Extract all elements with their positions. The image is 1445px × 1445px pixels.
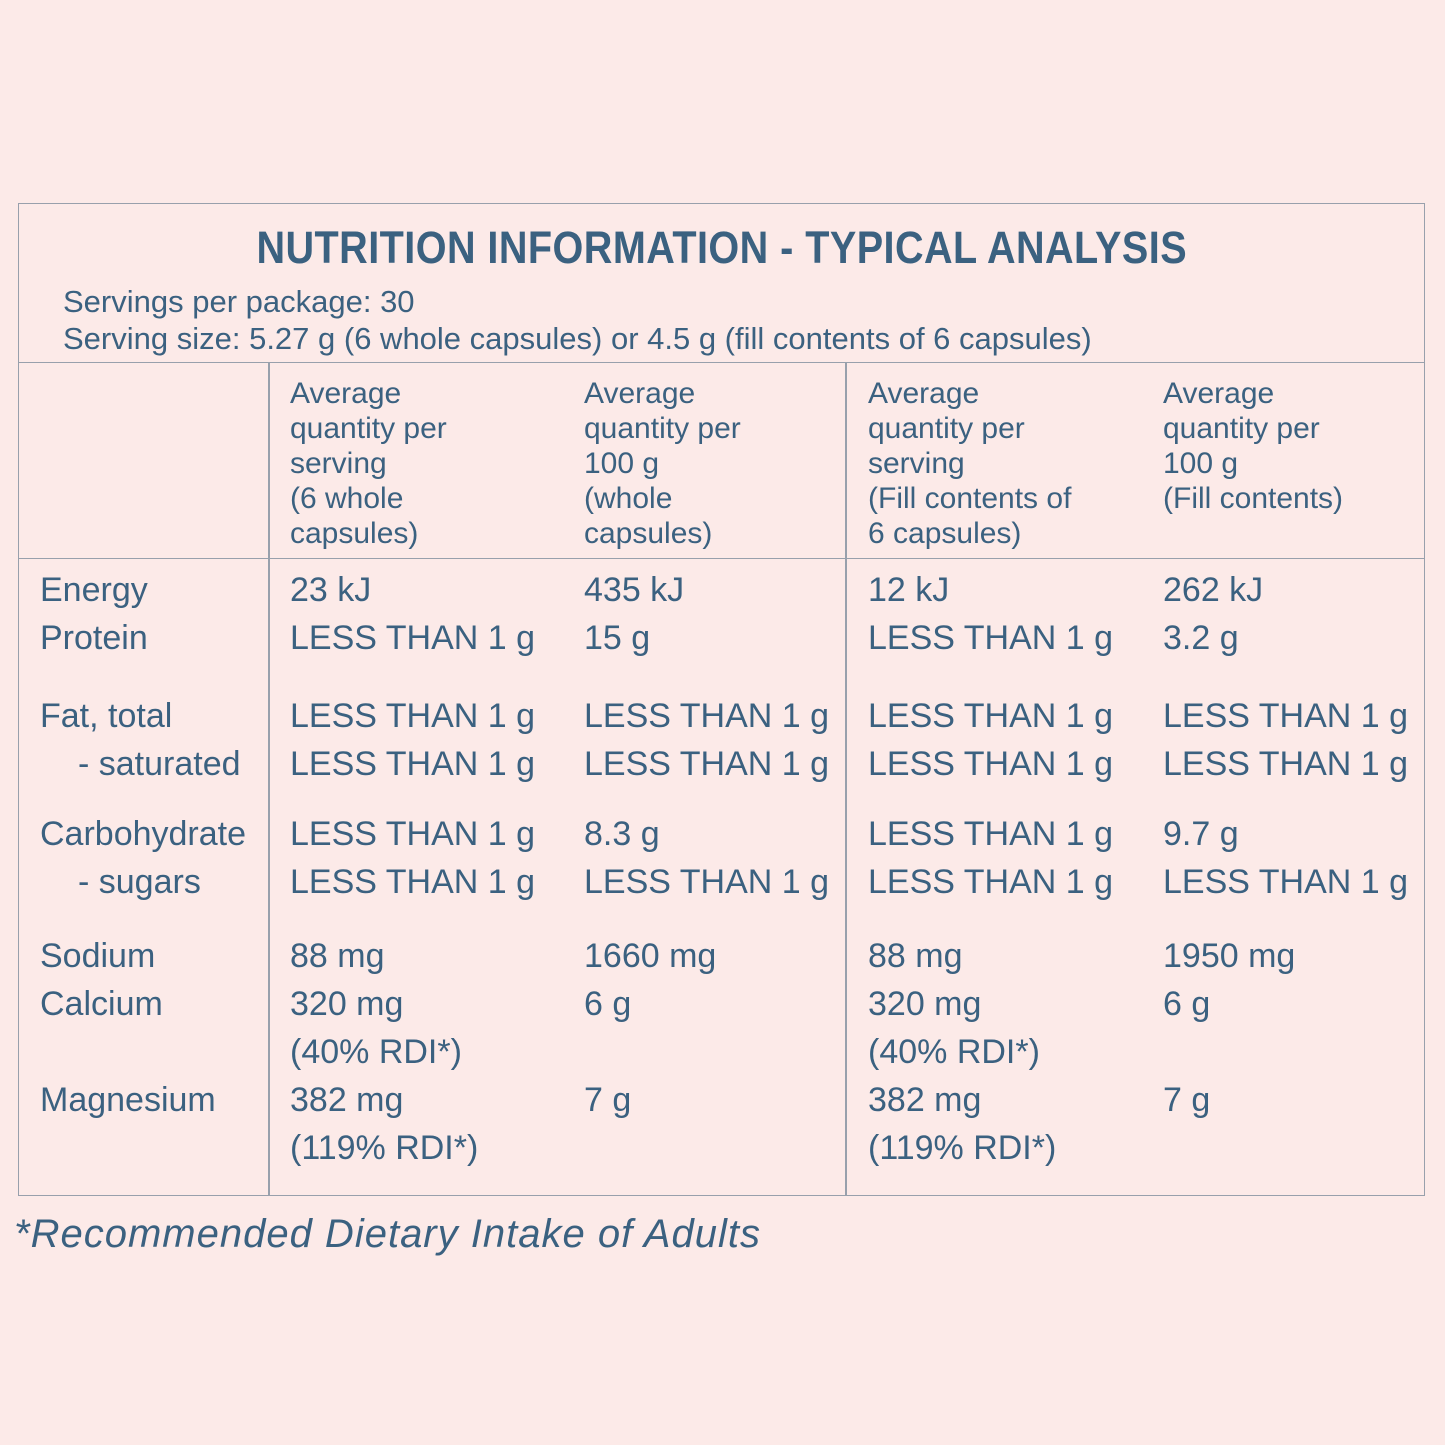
table-row-magnesium: Magnesium 382 mg (119% RDI*) 7 g 382 mg …: [19, 1076, 1424, 1172]
row-value: LESS THAN 1 g: [868, 697, 1114, 735]
row-spacer: [19, 906, 1424, 932]
row-value: 6 g: [1163, 985, 1211, 1023]
row-value: 15 g: [584, 619, 651, 657]
row-value: LESS THAN 1 g: [290, 697, 536, 735]
row-value: LESS THAN 1 g: [290, 863, 536, 901]
panel-intro: NUTRITION INFORMATION - TYPICAL ANALYSIS…: [19, 204, 1424, 362]
table-row-calcium: Calcium 320 mg (40% RDI*) 6 g 320 mg (40…: [19, 980, 1424, 1076]
row-label: Calcium: [40, 985, 163, 1023]
row-value: 320 mg (40% RDI*): [290, 985, 462, 1071]
table-row-energy: Energy 23 kJ 435 kJ 12 kJ 262 kJ: [19, 566, 1424, 614]
rdi-footnote: *Recommended Dietary Intake of Adults: [14, 1212, 761, 1256]
row-label: - sugars: [78, 863, 201, 901]
row-value: 88 mg: [868, 937, 963, 975]
row-value: 382 mg (119% RDI*): [868, 1081, 1057, 1167]
row-value: 7 g: [584, 1081, 632, 1119]
table-row-sugars: - sugars LESS THAN 1 g LESS THAN 1 g LES…: [19, 858, 1424, 906]
row-value: 88 mg: [290, 937, 385, 975]
row-value: LESS THAN 1 g: [1163, 697, 1409, 735]
row-label: - saturated: [78, 745, 241, 783]
table-row-sodium: Sodium 88 mg 1660 mg 88 mg 1950 mg: [19, 932, 1424, 980]
row-value: LESS THAN 1 g: [290, 815, 536, 853]
table-row-carbohydrate: Carbohydrate LESS THAN 1 g 8.3 g LESS TH…: [19, 810, 1424, 858]
row-value: 262 kJ: [1163, 571, 1264, 609]
row-value: LESS THAN 1 g: [584, 697, 830, 735]
table-row-protein: Protein LESS THAN 1 g 15 g LESS THAN 1 g…: [19, 614, 1424, 662]
row-label: Magnesium: [40, 1081, 216, 1119]
table-row-saturated: - saturated LESS THAN 1 g LESS THAN 1 g …: [19, 740, 1424, 788]
row-label: Sodium: [40, 937, 156, 975]
row-value: 6 g: [584, 985, 632, 1023]
row-value: LESS THAN 1 g: [1163, 863, 1409, 901]
row-value: 3.2 g: [1163, 619, 1239, 657]
header-per-100g-whole: Average quantity per 100 g (whole capsul…: [584, 377, 741, 550]
header-per-serving-whole: Average quantity per serving (6 whole ca…: [290, 377, 447, 550]
table-body: Energy 23 kJ 435 kJ 12 kJ 262 kJ Protein…: [19, 558, 1424, 1195]
row-label: Energy: [40, 571, 148, 609]
row-value: 12 kJ: [868, 571, 950, 609]
row-spacer: [19, 788, 1424, 810]
column-divider-middle: [845, 362, 847, 1195]
row-value: 7 g: [1163, 1081, 1211, 1119]
nutrition-panel: NUTRITION INFORMATION - TYPICAL ANALYSIS…: [18, 203, 1425, 1196]
column-divider-left: [268, 362, 270, 1195]
row-value: 320 mg (40% RDI*): [868, 985, 1040, 1071]
row-value: LESS THAN 1 g: [868, 863, 1114, 901]
row-label: Fat, total: [40, 697, 173, 735]
row-spacer: [19, 662, 1424, 692]
row-value: 1660 mg: [584, 937, 717, 975]
row-value: LESS THAN 1 g: [584, 863, 830, 901]
row-value: 435 kJ: [584, 571, 685, 609]
header-blank-cell: [19, 376, 269, 558]
serving-size: Serving size: 5.27 g (6 whole capsules) …: [63, 321, 1092, 356]
table-header-row: Average quantity per serving (6 whole ca…: [19, 362, 1424, 558]
panel-title: NUTRITION INFORMATION - TYPICAL ANALYSIS: [256, 222, 1187, 273]
table-row-fat-total: Fat, total LESS THAN 1 g LESS THAN 1 g L…: [19, 692, 1424, 740]
row-value: LESS THAN 1 g: [1163, 745, 1409, 783]
row-value: 8.3 g: [584, 815, 660, 853]
row-value: 382 mg (119% RDI*): [290, 1081, 479, 1167]
row-value: LESS THAN 1 g: [290, 745, 536, 783]
row-value: LESS THAN 1 g: [290, 619, 536, 657]
row-label: Carbohydrate: [40, 815, 247, 853]
servings-per-package: Servings per package: 30: [63, 284, 415, 319]
panel-title-wrap: NUTRITION INFORMATION - TYPICAL ANALYSIS: [19, 222, 1424, 274]
row-value: 1950 mg: [1163, 937, 1296, 975]
header-per-100g-fill: Average quantity per 100 g (Fill content…: [1163, 377, 1344, 515]
row-value: LESS THAN 1 g: [868, 745, 1114, 783]
row-value: 9.7 g: [1163, 815, 1239, 853]
header-per-serving-fill: Average quantity per serving (Fill conte…: [868, 377, 1072, 550]
row-value: 23 kJ: [290, 571, 372, 609]
row-value: LESS THAN 1 g: [868, 815, 1114, 853]
row-value: LESS THAN 1 g: [584, 745, 830, 783]
row-value: LESS THAN 1 g: [868, 619, 1114, 657]
row-label: Protein: [40, 619, 148, 657]
